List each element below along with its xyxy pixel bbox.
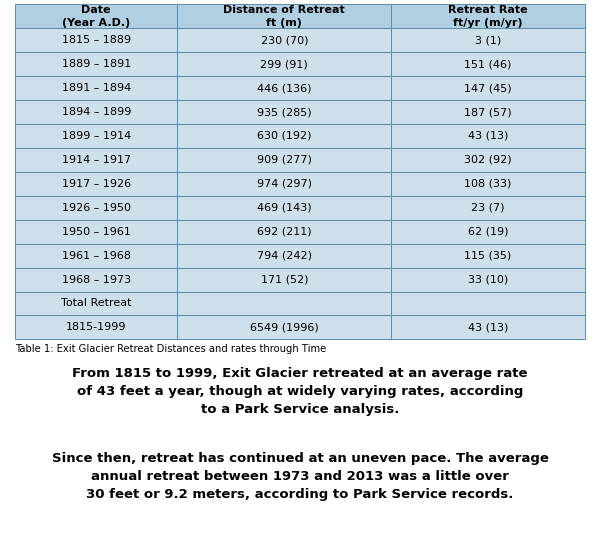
Bar	[178, 196, 391, 220]
Text: Total Retreat: Total Retreat	[61, 299, 131, 308]
Bar	[178, 100, 391, 124]
Bar	[391, 28, 585, 52]
Bar	[391, 292, 585, 315]
Text: 935 (285): 935 (285)	[257, 107, 311, 117]
Text: 230 (70): 230 (70)	[260, 35, 308, 45]
Text: 1815-1999: 1815-1999	[66, 323, 127, 332]
Text: 1914 – 1917: 1914 – 1917	[62, 155, 131, 165]
Bar	[391, 100, 585, 124]
Bar	[178, 52, 391, 76]
Text: Since then, retreat has continued at an uneven pace. The average
annual retreat : Since then, retreat has continued at an …	[52, 452, 548, 501]
Text: 23 (7): 23 (7)	[472, 203, 505, 213]
Text: 3 (1): 3 (1)	[475, 35, 501, 45]
Text: 1950 – 1961: 1950 – 1961	[62, 226, 131, 237]
Bar	[178, 292, 391, 315]
Bar	[178, 172, 391, 196]
Bar	[178, 4, 391, 28]
Bar	[391, 148, 585, 172]
Text: From 1815 to 1999, Exit Glacier retreated at an average rate
of 43 feet a year, : From 1815 to 1999, Exit Glacier retreate…	[72, 367, 528, 415]
Text: 630 (192): 630 (192)	[257, 131, 311, 141]
Bar	[15, 100, 178, 124]
Text: 147 (45): 147 (45)	[464, 83, 512, 93]
Text: 469 (143): 469 (143)	[257, 203, 311, 213]
Bar	[178, 220, 391, 244]
Bar	[391, 4, 585, 28]
Text: Distance of Retreat
ft (m): Distance of Retreat ft (m)	[223, 5, 345, 28]
Text: 33 (10): 33 (10)	[468, 275, 508, 285]
Text: 62 (19): 62 (19)	[468, 226, 508, 237]
Text: 1894 – 1899: 1894 – 1899	[62, 107, 131, 117]
Text: 302 (92): 302 (92)	[464, 155, 512, 165]
Text: 1889 – 1891: 1889 – 1891	[62, 59, 131, 69]
Bar	[15, 244, 178, 268]
Bar	[391, 268, 585, 292]
Bar	[15, 292, 178, 315]
Text: 151 (46): 151 (46)	[464, 59, 512, 69]
Bar	[178, 28, 391, 52]
Bar	[15, 52, 178, 76]
Text: 187 (57): 187 (57)	[464, 107, 512, 117]
Bar	[178, 76, 391, 100]
Text: 6549 (1996): 6549 (1996)	[250, 323, 319, 332]
Text: 171 (52): 171 (52)	[260, 275, 308, 285]
Bar	[391, 220, 585, 244]
Text: 115 (35): 115 (35)	[464, 251, 512, 261]
Text: 43 (13): 43 (13)	[468, 323, 508, 332]
Bar	[15, 28, 178, 52]
Text: 1815 – 1889: 1815 – 1889	[62, 35, 131, 45]
Text: Retreat Rate
ft/yr (m/yr): Retreat Rate ft/yr (m/yr)	[448, 5, 528, 28]
Bar	[15, 4, 178, 28]
Text: 299 (91): 299 (91)	[260, 59, 308, 69]
Bar	[15, 220, 178, 244]
Text: 1968 – 1973: 1968 – 1973	[62, 275, 131, 285]
Text: 1961 – 1968: 1961 – 1968	[62, 251, 131, 261]
Bar	[178, 124, 391, 148]
Text: 974 (297): 974 (297)	[257, 179, 312, 189]
Bar	[178, 315, 391, 339]
Text: 446 (136): 446 (136)	[257, 83, 311, 93]
Bar	[391, 52, 585, 76]
Bar	[391, 172, 585, 196]
Text: 1899 – 1914: 1899 – 1914	[62, 131, 131, 141]
Bar	[15, 268, 178, 292]
Text: 108 (33): 108 (33)	[464, 179, 512, 189]
Bar	[15, 124, 178, 148]
Bar	[178, 268, 391, 292]
Text: 1891 – 1894: 1891 – 1894	[62, 83, 131, 93]
Bar	[178, 148, 391, 172]
Bar	[391, 124, 585, 148]
Bar	[391, 196, 585, 220]
Bar	[15, 148, 178, 172]
Bar	[15, 196, 178, 220]
Bar	[15, 172, 178, 196]
Bar	[178, 244, 391, 268]
Text: 1926 – 1950: 1926 – 1950	[62, 203, 131, 213]
Bar	[391, 244, 585, 268]
Text: 909 (277): 909 (277)	[257, 155, 312, 165]
Bar	[15, 315, 178, 339]
Text: Table 1: Exit Glacier Retreat Distances and rates through Time: Table 1: Exit Glacier Retreat Distances …	[15, 344, 326, 354]
Text: Date
(Year A.D.): Date (Year A.D.)	[62, 5, 130, 28]
Text: 692 (211): 692 (211)	[257, 226, 311, 237]
Text: 43 (13): 43 (13)	[468, 131, 508, 141]
Bar	[15, 76, 178, 100]
Bar	[391, 315, 585, 339]
Text: 794 (242): 794 (242)	[257, 251, 312, 261]
Text: 1917 – 1926: 1917 – 1926	[62, 179, 131, 189]
Bar	[391, 76, 585, 100]
